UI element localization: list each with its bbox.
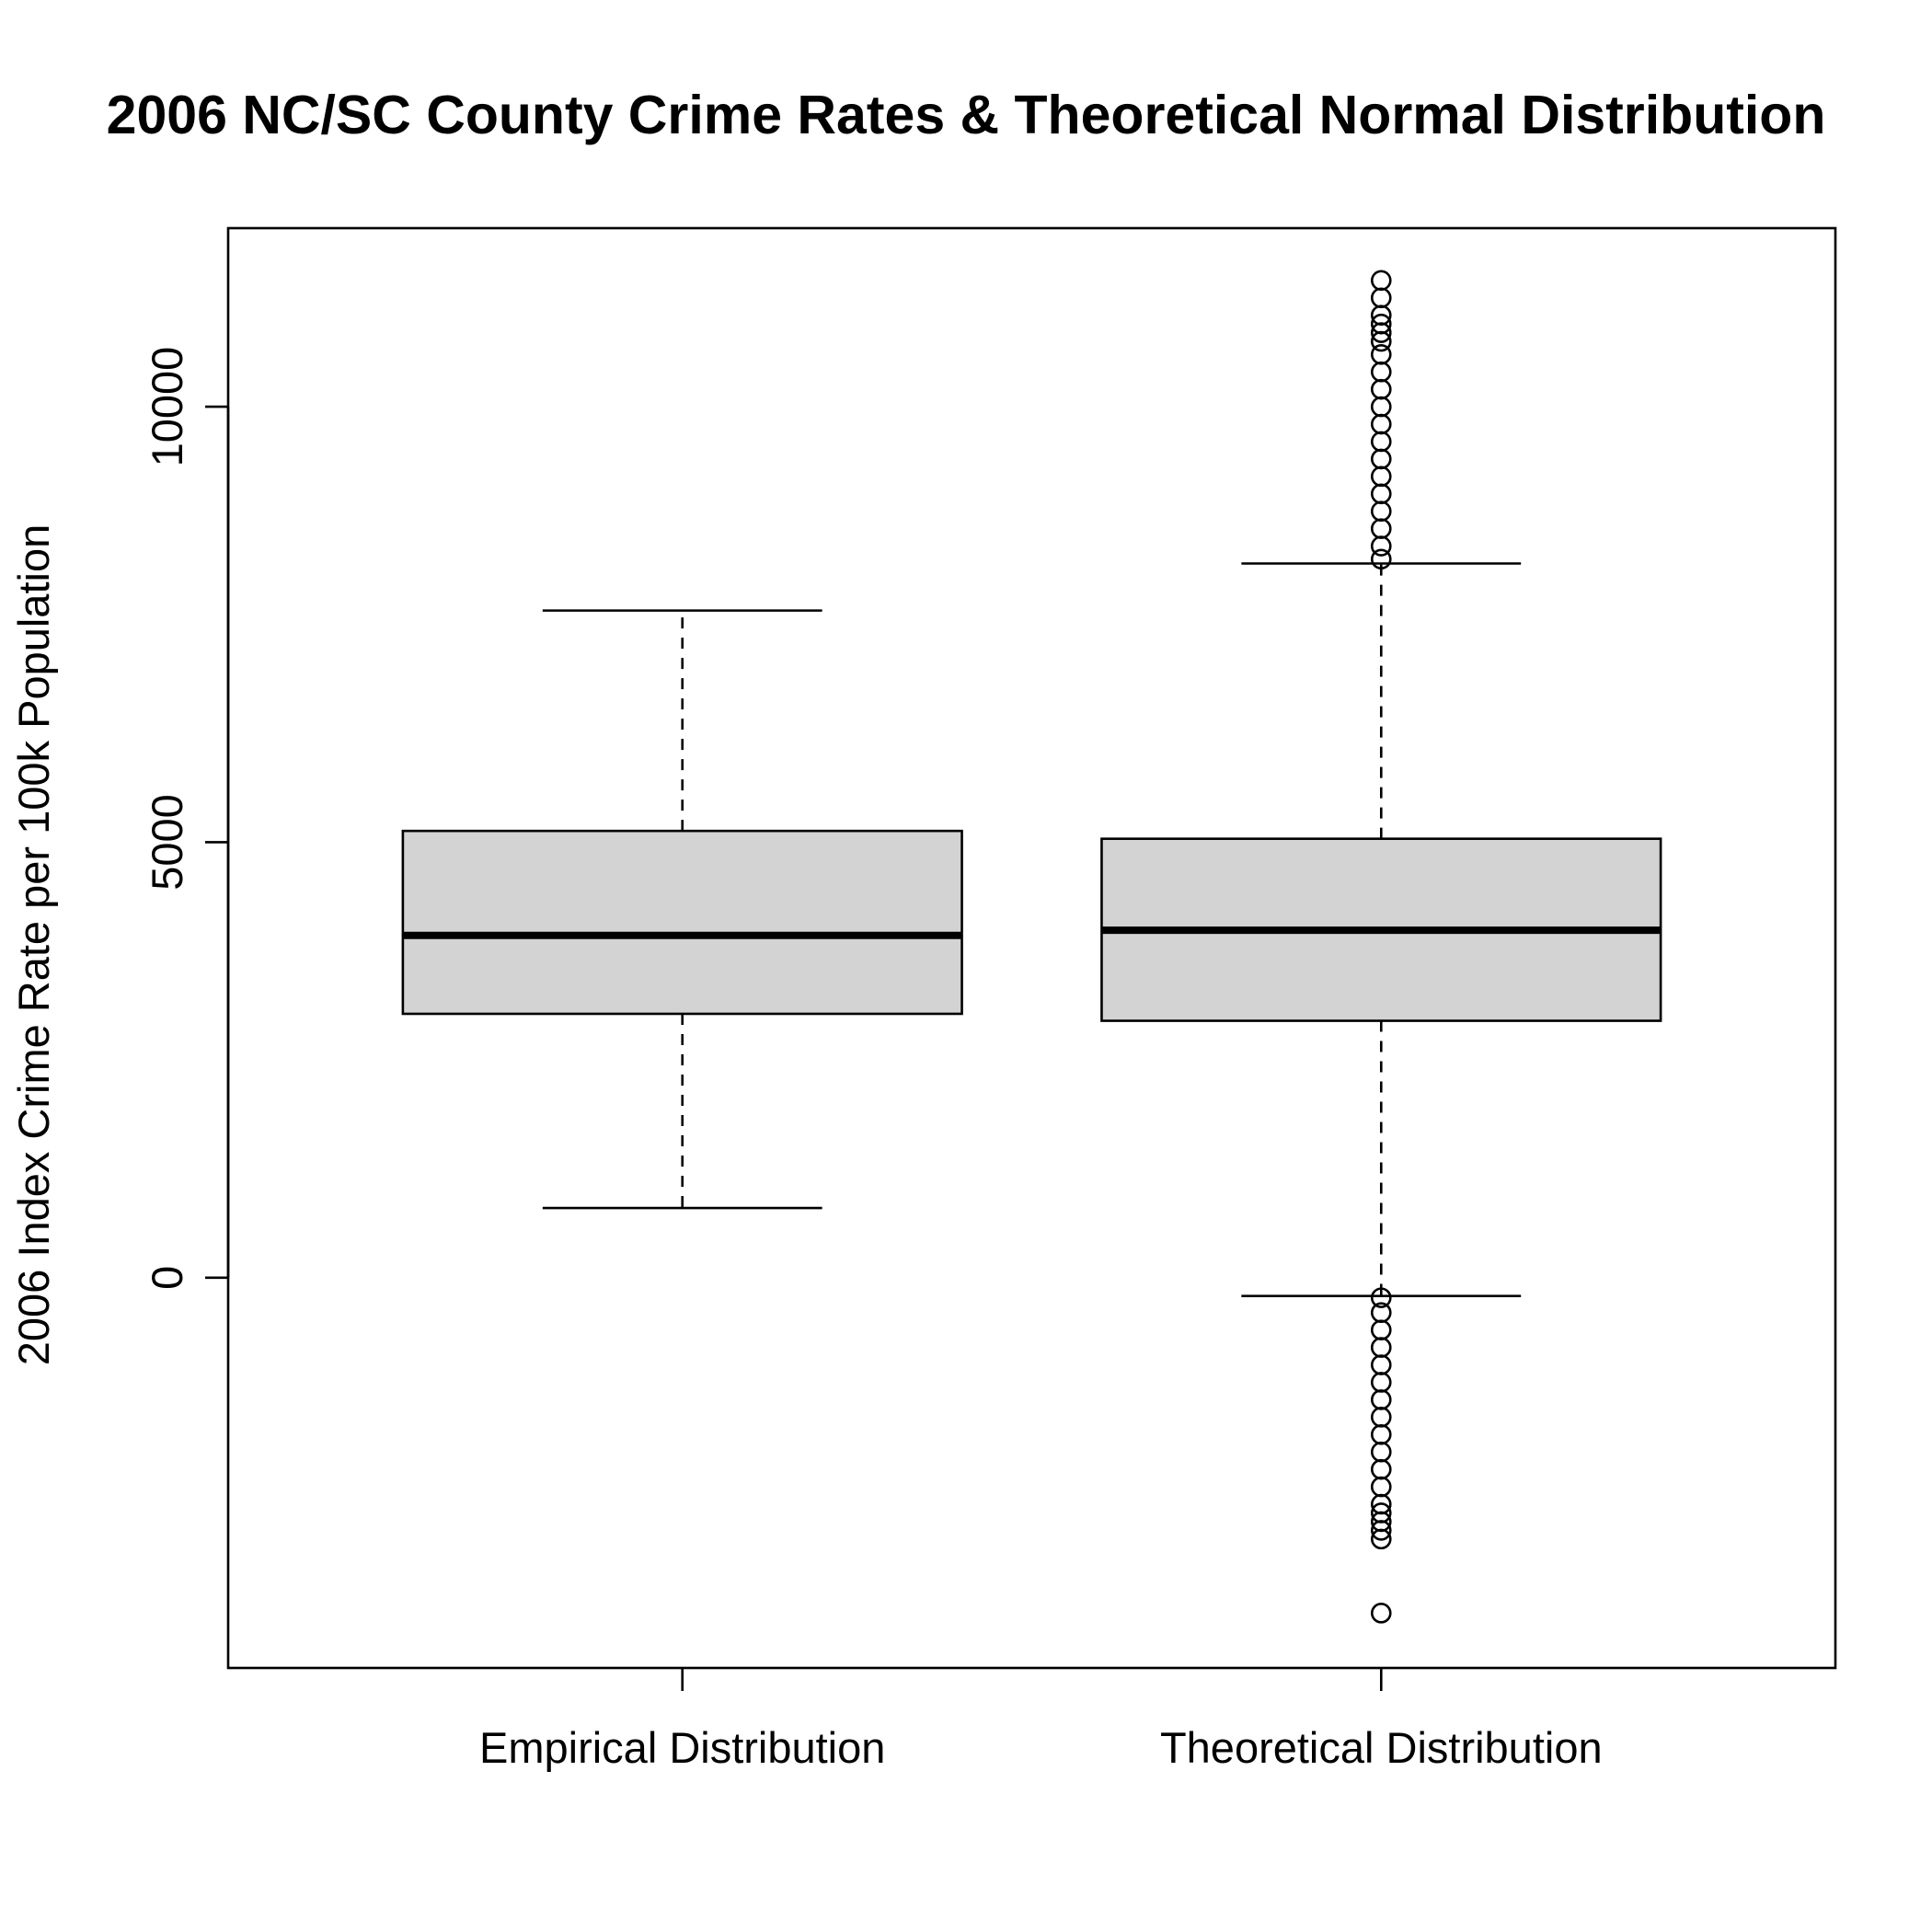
outlier-point [1372,1339,1390,1357]
outlier-point [1372,485,1390,503]
box-iqr [403,831,962,1014]
box-group-2 [1101,271,1661,1623]
x-tick-label: Empirical Distribution [479,1723,885,1772]
y-axis: 0 5000 10000 [143,347,228,1290]
outlier-point [1372,537,1390,556]
outlier-point [1372,380,1390,398]
outlier-point [1372,502,1390,521]
outlier-point [1372,1356,1390,1374]
outlier-point [1372,450,1390,468]
outlier-point [1372,271,1390,290]
x-axis: Empirical Distribution Theoretical Distri… [479,1668,1603,1772]
outlier-point [1372,1390,1390,1409]
outlier-point [1372,520,1390,538]
y-axis-label: 2006 Index Crime Rate per 100k Populatio… [9,524,58,1365]
outlier-point [1372,1478,1390,1496]
box-group-1 [403,611,962,1208]
outlier-point [1372,1425,1390,1443]
outlier-point [1372,362,1390,381]
outlier-point [1372,1321,1390,1340]
y-tick-label: 5000 [143,794,191,891]
y-tick-label: 0 [143,1266,191,1290]
plot-marks [403,271,1661,1623]
outlier-point [1372,432,1390,451]
outlier-point [1372,467,1390,486]
outlier-point [1372,1408,1390,1426]
outlier-point [1372,1460,1390,1478]
outlier-point [1372,1604,1390,1622]
outlier-point [1372,289,1390,307]
y-tick-label: 10000 [143,347,191,467]
x-tick-label: Theoretical Distribution [1160,1723,1603,1772]
outlier-point [1372,1373,1390,1391]
outlier-point [1372,1443,1390,1461]
outlier-point [1372,415,1390,433]
chart-title: 2006 NC/SC County Crime Rates & Theoreti… [107,85,1826,145]
outlier-point [1372,397,1390,416]
